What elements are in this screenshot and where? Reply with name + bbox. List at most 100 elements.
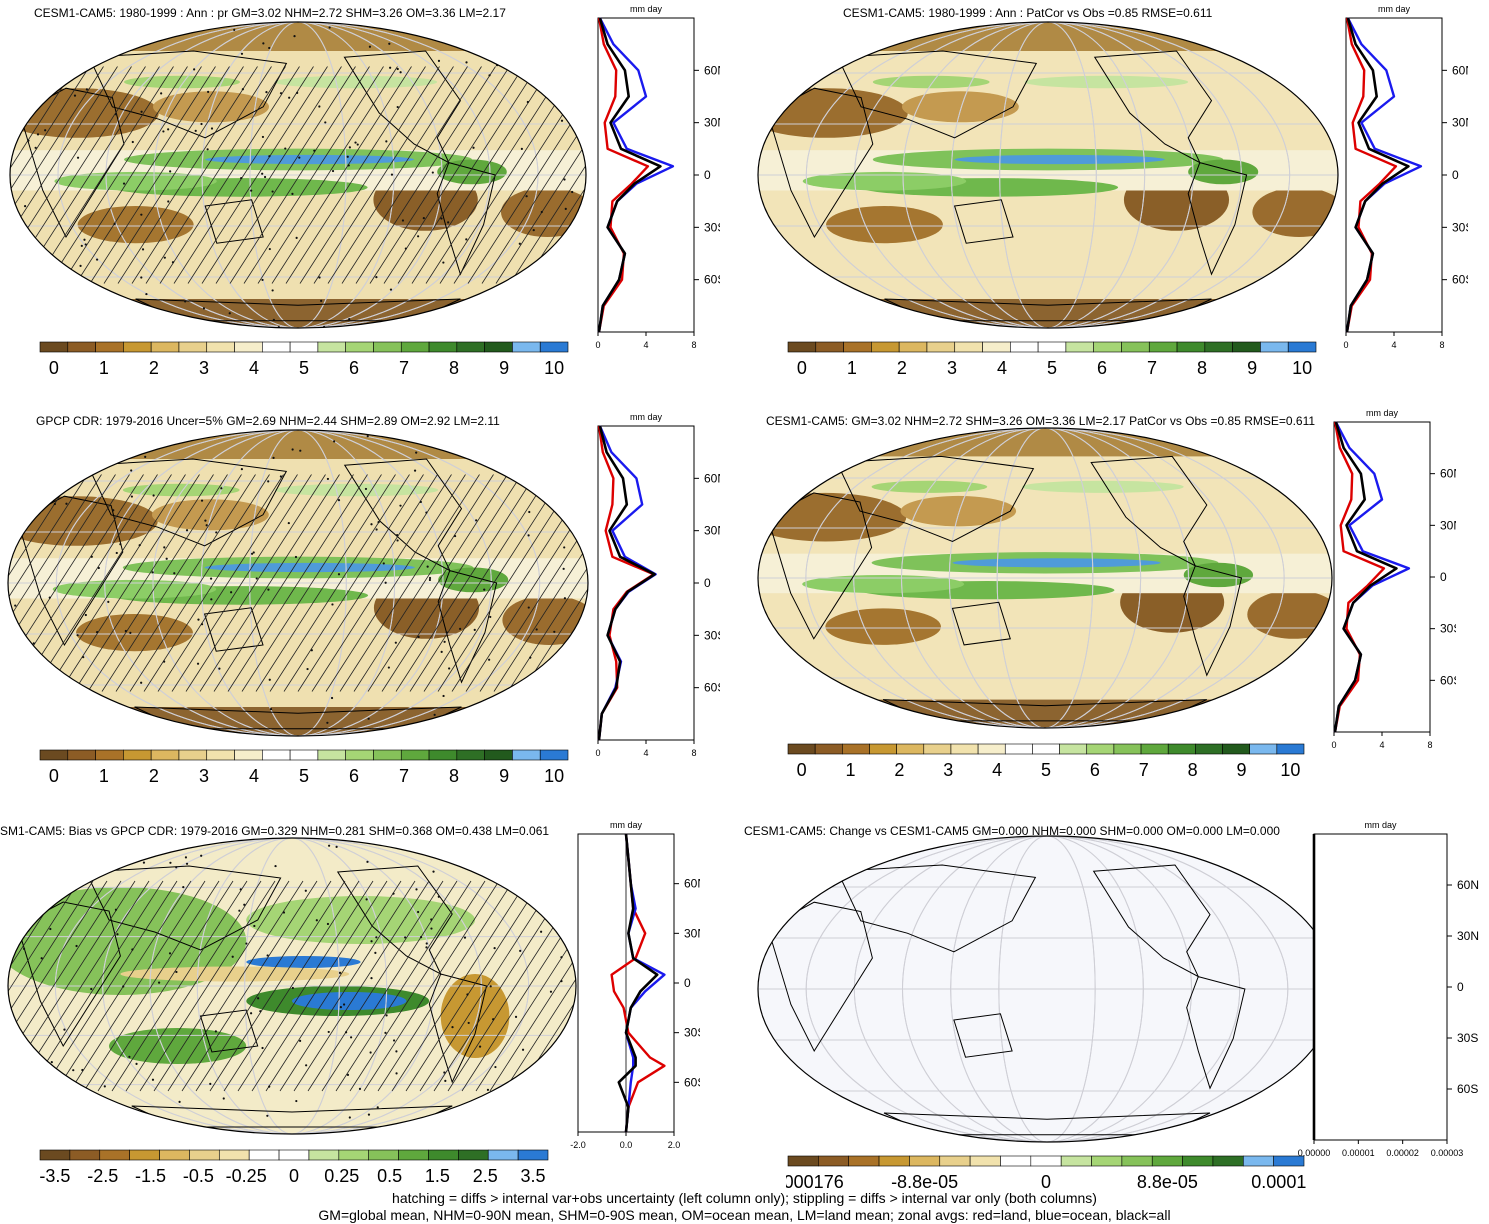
stipple-dot (8, 862, 11, 865)
stipple-dot (76, 156, 80, 159)
stipple-dot (466, 993, 469, 996)
dry-region (152, 499, 269, 531)
stipple-dot (453, 534, 457, 538)
colorbar-swatch (977, 743, 1006, 755)
coastline (767, 901, 873, 1053)
hatch-line (111, 880, 248, 1092)
stipple-dot (563, 546, 566, 549)
stipple-dot (84, 613, 87, 617)
stipple-dot (389, 66, 392, 69)
colorbar-swatch (123, 749, 152, 761)
colorbar-swatch (129, 1149, 160, 1161)
stipple-dot (562, 567, 565, 570)
colorbar-tick-label: -0.25 (226, 1166, 267, 1186)
stipple-dot (324, 121, 327, 124)
stipple-dot (538, 888, 541, 891)
stipple-dot (82, 656, 85, 659)
stipple-dot (348, 1116, 351, 1119)
stipple-dot (425, 946, 428, 949)
stipple-dot (532, 229, 535, 232)
colorbar-swatch (95, 341, 124, 353)
stipple-dot (563, 646, 567, 649)
stipple-dot (415, 451, 418, 454)
stipple-dot (521, 312, 524, 315)
zonal-series-line (1333, 421, 1386, 733)
colorbar-swatch (159, 1149, 190, 1161)
colorbar-tick-label: 5 (299, 358, 309, 378)
stipple-dot (51, 458, 55, 462)
stipple-dot (525, 195, 528, 198)
stipple-dot (299, 1039, 302, 1042)
colorbar-swatch (1151, 1155, 1183, 1167)
stipple-dot (122, 182, 126, 185)
hatch-line (251, 880, 388, 1092)
stipple-dot (165, 557, 168, 560)
hatch-line (8, 474, 102, 692)
stipple-dot (51, 292, 54, 295)
hatch-line (89, 66, 230, 284)
zonal-lat-label: 60N (1440, 467, 1456, 481)
stipple-dot (544, 285, 547, 288)
stipple-dot (552, 724, 555, 727)
stipple-dot (268, 678, 271, 681)
stipple-dot (395, 1050, 398, 1053)
colorbar-swatch (178, 341, 208, 353)
colorbar-tick-label: 5 (1047, 358, 1057, 378)
zonal-lat-label: 30N (1440, 518, 1456, 532)
stipple-dot (279, 475, 282, 478)
colorbar-tick-label: 2 (149, 358, 159, 378)
stipple-dot (65, 502, 68, 505)
zonal-lat-label: 30S (704, 220, 720, 234)
stipple-dot (445, 631, 448, 634)
colorbar-swatch (1148, 341, 1178, 353)
stipple-dot (440, 650, 443, 653)
stipple-dot (42, 248, 45, 251)
stipple-dot (419, 936, 423, 939)
stipple-dot (318, 276, 321, 279)
stipple-dot (266, 954, 269, 957)
graticule (8, 430, 588, 736)
hatch-line (391, 880, 528, 1092)
zonal-lat-label: 60S (704, 681, 720, 695)
hatch-line (283, 474, 424, 692)
colorbar-tick-label: 8 (1197, 358, 1207, 378)
stipple-dot (271, 190, 274, 193)
colorbar-tick-label: 0 (1041, 1172, 1051, 1192)
hatch-line (97, 880, 234, 1092)
hatch-line (87, 474, 228, 692)
stipple-dot (72, 1069, 75, 1072)
colorbar-swatch (1204, 341, 1233, 353)
colorbar-tick-label: 4 (249, 358, 259, 378)
dry-region (900, 495, 1017, 527)
stipple-dot (443, 640, 446, 643)
zonal-lat-label: 30N (704, 524, 720, 538)
zonal-unit-label: mm day (1366, 408, 1399, 418)
zonal-series-line (597, 425, 656, 741)
panel-title-5: SM1-CAM5: Bias vs GPCP CDR: 1979-2016 GM… (0, 824, 550, 838)
stipple-dot (189, 25, 192, 28)
stipple-dot (500, 860, 503, 863)
stipple-dot (141, 248, 145, 251)
stipple-dot (318, 105, 321, 108)
zonal-plot-2: mm day 60N 30N 0 30S 60S 0 4 8 (1343, 4, 1468, 350)
stipple-dot (331, 169, 335, 173)
stipple-dot (556, 500, 559, 503)
storm-track (872, 75, 990, 89)
hatch-line (355, 66, 496, 284)
panel-title-3: GPCP CDR: 1979-2016 Uncer=5% GM=2.69 NHM… (36, 414, 500, 428)
hatch-line (101, 474, 242, 692)
colorbar-swatch (1113, 743, 1142, 755)
colorbar-6: -0.000176 -8.8e-05 0 8.8e-05 0.000176 (786, 1155, 1306, 1192)
graticule (758, 22, 1338, 328)
graticule-meridian (948, 428, 1142, 728)
dry-region (826, 206, 943, 244)
stipple-dot (313, 149, 316, 152)
stipple-dot (103, 1085, 106, 1088)
graticule-meridian (805, 428, 1285, 728)
colorbar-tick-label: 10 (544, 358, 564, 378)
map-outline (757, 427, 1333, 729)
stipple-dot (442, 261, 445, 264)
hatch-line (335, 880, 472, 1092)
colorbar-tick-label: 9 (1247, 358, 1257, 378)
hatch-line (31, 474, 172, 692)
